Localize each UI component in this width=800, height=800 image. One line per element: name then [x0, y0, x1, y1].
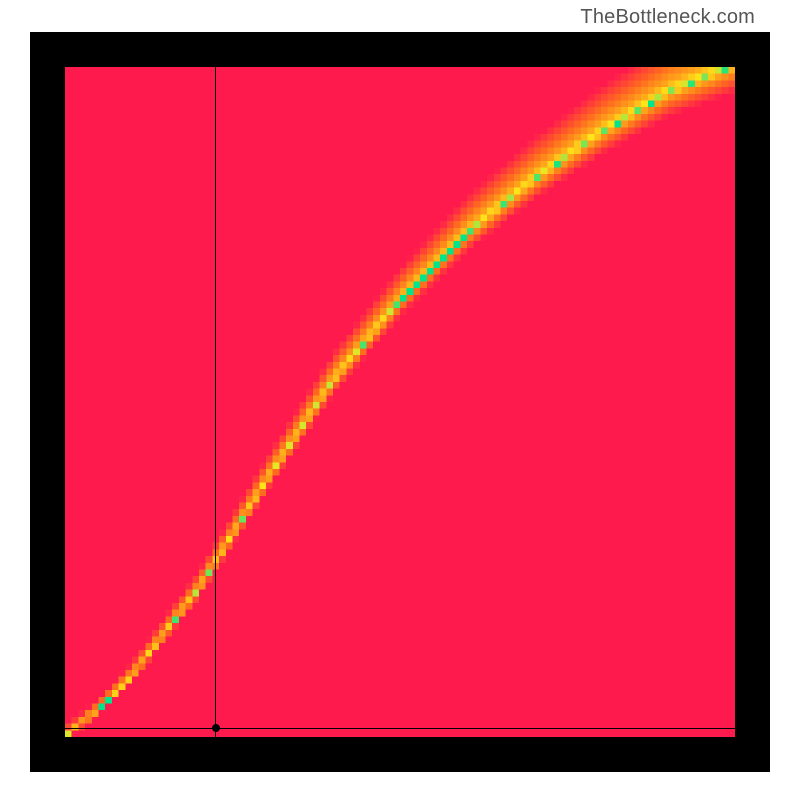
watermark-text: TheBottleneck.com	[580, 6, 755, 29]
crosshair-vertical-line	[215, 67, 216, 737]
selection-marker	[212, 724, 220, 732]
crosshair-horizontal-line	[65, 728, 735, 729]
bottleneck-heatmap	[65, 67, 735, 737]
chart-container: TheBottleneck.com	[0, 0, 800, 800]
